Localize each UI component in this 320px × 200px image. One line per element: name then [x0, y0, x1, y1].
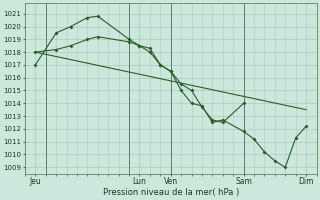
- X-axis label: Pression niveau de la mer( hPa ): Pression niveau de la mer( hPa ): [103, 188, 239, 197]
